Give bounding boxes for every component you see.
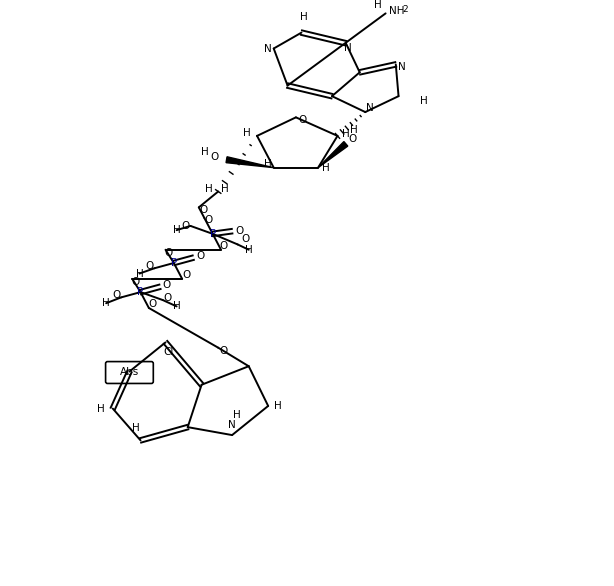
Text: H: H xyxy=(97,404,105,414)
Text: H: H xyxy=(300,12,308,22)
FancyBboxPatch shape xyxy=(106,362,154,383)
Text: O: O xyxy=(349,134,357,144)
Text: O: O xyxy=(163,293,172,303)
Text: H: H xyxy=(374,1,381,11)
Polygon shape xyxy=(226,157,274,168)
Text: O: O xyxy=(165,248,173,258)
Text: H: H xyxy=(245,245,252,255)
Text: H: H xyxy=(103,298,110,308)
Text: O: O xyxy=(220,241,228,251)
Text: H: H xyxy=(173,301,181,311)
Text: O: O xyxy=(211,152,219,162)
Text: O: O xyxy=(146,261,154,271)
Text: O: O xyxy=(149,299,157,309)
Text: NH: NH xyxy=(389,6,404,16)
Text: H: H xyxy=(233,410,241,420)
Text: H: H xyxy=(274,401,282,411)
Text: O: O xyxy=(200,205,208,215)
Text: N: N xyxy=(367,103,374,113)
Text: Abs: Abs xyxy=(120,366,139,377)
Text: H: H xyxy=(341,129,349,139)
Text: N: N xyxy=(264,43,271,53)
Text: H: H xyxy=(136,268,143,278)
Text: Cl: Cl xyxy=(163,347,174,357)
Text: O: O xyxy=(235,226,243,236)
Text: H: H xyxy=(419,97,427,107)
Polygon shape xyxy=(318,142,348,168)
Text: H: H xyxy=(206,183,213,193)
Text: H: H xyxy=(264,159,271,169)
Text: N: N xyxy=(344,43,352,53)
Text: O: O xyxy=(131,277,139,287)
Text: O: O xyxy=(196,251,204,261)
Text: P: P xyxy=(171,258,177,268)
Text: P: P xyxy=(138,287,144,297)
Text: H: H xyxy=(131,424,139,434)
Text: 2: 2 xyxy=(403,5,408,14)
Text: H: H xyxy=(243,128,251,138)
Text: N: N xyxy=(228,420,236,430)
Text: H: H xyxy=(201,146,209,157)
Text: O: O xyxy=(241,234,250,244)
Text: O: O xyxy=(204,215,212,225)
Text: H: H xyxy=(221,183,229,193)
Text: O: O xyxy=(182,270,190,280)
Text: H: H xyxy=(350,125,358,135)
Text: O: O xyxy=(181,221,190,231)
Text: O: O xyxy=(112,291,120,301)
Text: O: O xyxy=(219,346,227,356)
Text: N: N xyxy=(398,62,406,73)
Text: O: O xyxy=(299,115,307,125)
Text: H: H xyxy=(322,163,330,173)
Text: P: P xyxy=(209,229,216,239)
Text: O: O xyxy=(163,280,171,290)
Text: H: H xyxy=(173,225,181,235)
